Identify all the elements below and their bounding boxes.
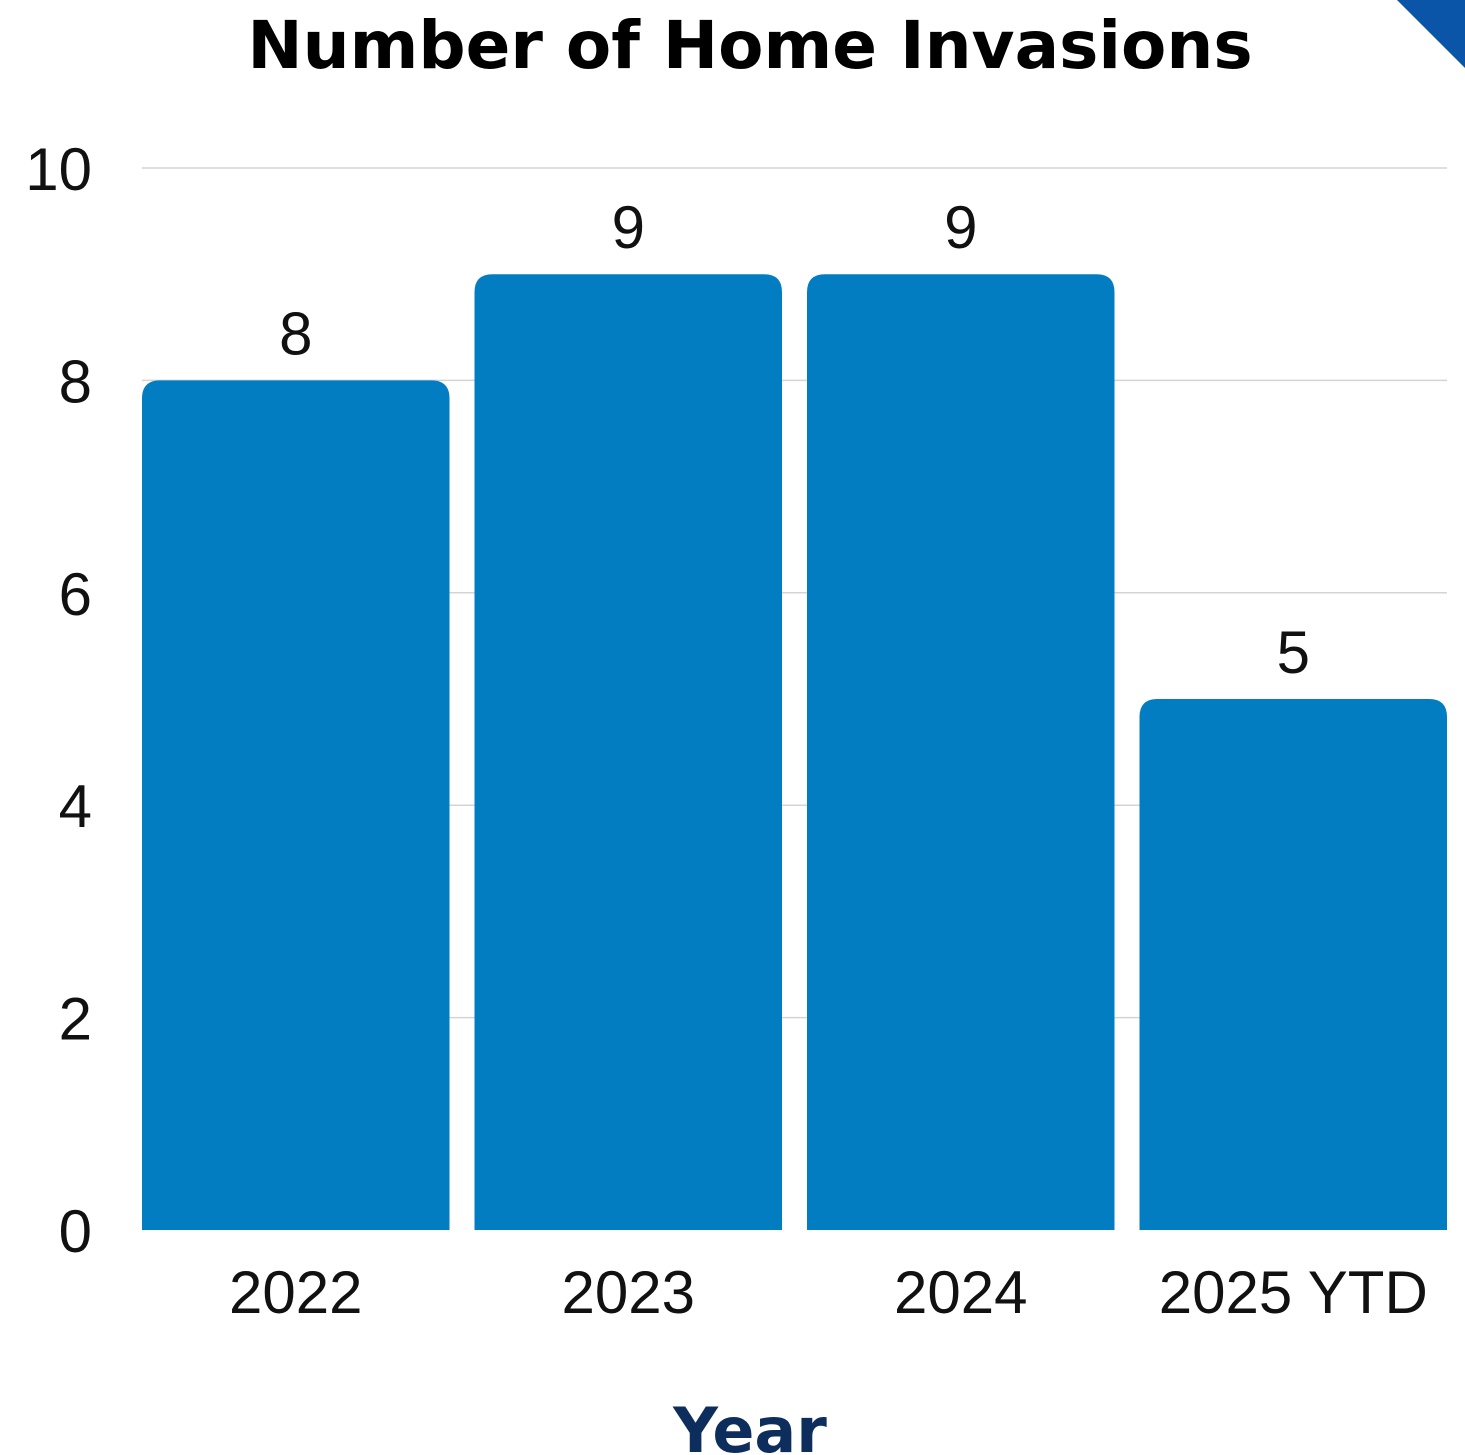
chart-title: Number of Home Invasions	[247, 7, 1252, 84]
bar	[142, 380, 450, 1230]
y-tick-label: 2	[59, 986, 92, 1053]
y-tick-label: 4	[59, 773, 92, 840]
y-tick-label: 8	[59, 348, 92, 415]
x-tick-label: 2023	[562, 1259, 695, 1326]
bar	[807, 274, 1115, 1230]
x-axis-label: Year	[672, 1394, 827, 1455]
data-label: 9	[612, 194, 645, 261]
data-label: 9	[944, 194, 977, 261]
data-label: 8	[279, 300, 312, 367]
bar	[1139, 699, 1447, 1230]
y-axis-ticks: 0 2 4 6 8 10	[25, 136, 92, 1265]
y-tick-label: 10	[25, 136, 92, 203]
x-tick-label: 2025 YTD	[1159, 1259, 1428, 1326]
x-axis-ticks: 2022 2023 2024 2025 YTD	[229, 1259, 1428, 1326]
corner-accent-shape	[1397, 0, 1465, 68]
x-tick-label: 2024	[894, 1259, 1027, 1326]
y-tick-label: 0	[59, 1198, 92, 1265]
bar	[474, 274, 782, 1230]
data-label: 5	[1277, 619, 1310, 686]
y-tick-label: 6	[59, 561, 92, 628]
bars	[142, 274, 1447, 1230]
x-tick-label: 2022	[229, 1259, 362, 1326]
data-labels: 8 9 9 5	[279, 194, 1310, 686]
